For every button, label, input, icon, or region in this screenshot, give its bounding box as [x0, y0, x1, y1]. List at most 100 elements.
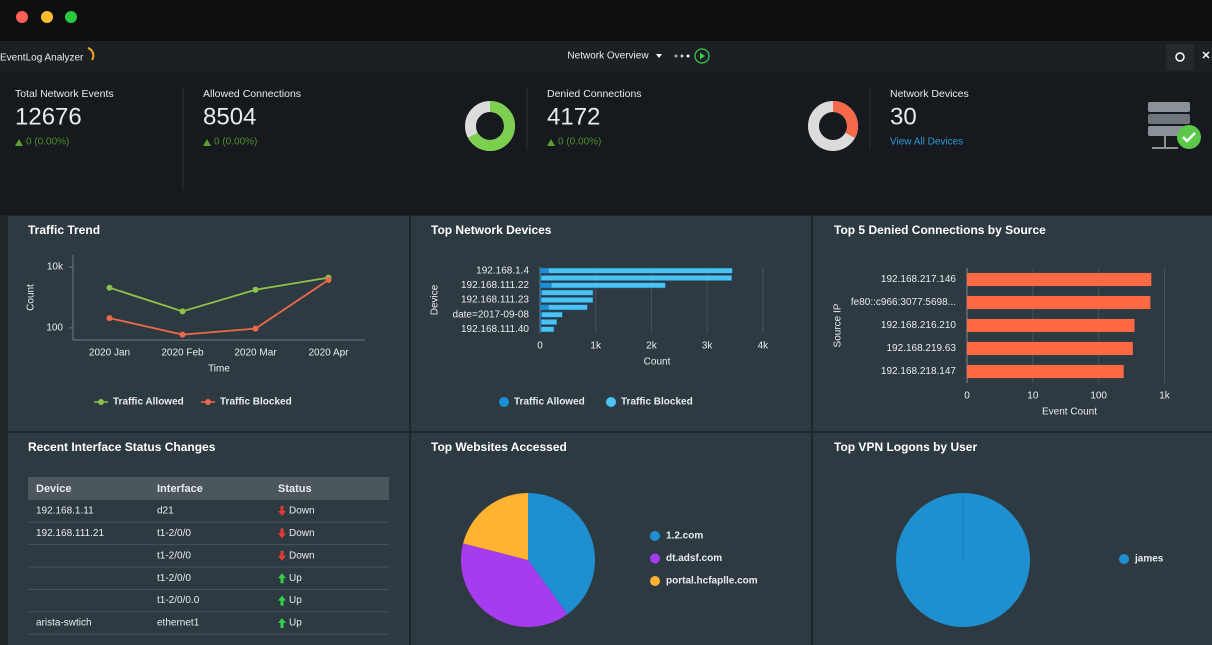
change-icon [547, 139, 555, 146]
device: 192.168.111.21 [36, 528, 104, 539]
y-tick-label: 192.168.1.4 [476, 265, 529, 276]
dot [686, 54, 690, 58]
kpi-band [0, 72, 1212, 215]
bar [540, 319, 557, 325]
column-header: Device [36, 483, 71, 495]
x-tick-label: 0 [537, 341, 543, 352]
panel [8, 216, 409, 431]
pie-slice [463, 493, 528, 560]
interface: t1-2/0/0 [157, 528, 191, 539]
logo [87, 47, 95, 61]
maximize-button[interactable] [65, 11, 77, 23]
x-tick-label: 1k [1159, 391, 1171, 402]
bar [967, 341, 1133, 356]
legend-label[interactable]: 1.2.com [666, 531, 703, 542]
legend-label[interactable]: Traffic Allowed [514, 397, 585, 408]
x-axis-label: Event Count [1042, 407, 1097, 418]
donut-arc [465, 101, 515, 151]
status-up-icon [278, 573, 286, 584]
status: Up [289, 618, 302, 629]
bar [967, 318, 1135, 333]
x-axis-label: Count [644, 357, 671, 368]
legend-label[interactable]: Traffic Allowed [113, 397, 184, 408]
x-tick-label: 2020 Mar [234, 348, 277, 359]
y-tick-label: 100 [46, 323, 63, 334]
x-tick-label: 3k [702, 341, 714, 352]
table-header [28, 477, 389, 500]
kpi-label: Total Network Events [15, 88, 114, 100]
interface: t1-2/0/0.0 [157, 595, 200, 606]
kpi-label: Denied Connections [547, 88, 642, 100]
interface: t1-2/0/0 [157, 573, 191, 584]
bar [539, 289, 542, 296]
x-tick-label: 0 [964, 391, 970, 402]
status: Up [289, 573, 302, 584]
app-name: EventLog Analyzer [0, 53, 84, 64]
legend-swatch [650, 576, 660, 586]
x-tick-label: 2020 Apr [308, 348, 349, 359]
bar [967, 295, 1151, 310]
marker [252, 325, 259, 332]
y-tick-label: date=2017-09-08 [453, 309, 530, 320]
column-header: Interface [157, 483, 203, 495]
status-down-icon [278, 528, 286, 539]
change-icon [15, 139, 23, 146]
panel-title: Top VPN Logons by User [834, 440, 977, 454]
legend-label[interactable]: portal.hcfaplle.com [666, 576, 758, 587]
legend-label[interactable]: dt.adsf.com [666, 553, 722, 564]
collapse-icon[interactable] [1202, 51, 1210, 59]
minimize-button[interactable] [41, 11, 53, 23]
nav-bar [0, 41, 1212, 72]
dot [674, 54, 678, 58]
window-bar [0, 0, 1212, 41]
line [109, 276, 329, 313]
play-button[interactable] [694, 48, 710, 64]
y-tick-label: 192.168.219.63 [886, 343, 956, 354]
dropdown-caret[interactable] [656, 54, 662, 58]
legend-label[interactable]: Traffic Blocked [621, 397, 693, 408]
legend-label[interactable]: Traffic Blocked [220, 397, 292, 408]
y-tick-label: 192.168.217.146 [881, 274, 957, 285]
marker [179, 308, 186, 315]
panel-title: Traffic Trend [28, 223, 100, 237]
marker [179, 331, 186, 338]
legend-swatch [499, 397, 509, 407]
device: 192.168.1.11 [36, 506, 94, 517]
marker [325, 276, 332, 283]
interface: d21 [157, 506, 174, 517]
y-tick-label: 192.168.111.22 [461, 280, 529, 291]
kpi-change: 0 (0.00%) [26, 137, 69, 148]
x-tick-label: 4k [758, 341, 770, 352]
theme-button[interactable] [1166, 44, 1194, 70]
close-button[interactable] [16, 11, 28, 23]
server-icon [1148, 102, 1201, 149]
panel [8, 433, 409, 645]
status-down-icon [278, 506, 286, 516]
status-up-icon [278, 618, 286, 628]
bar [541, 289, 594, 296]
legend-swatch [205, 399, 211, 405]
view-selector[interactable]: Network Overview [567, 51, 649, 62]
y-axis-label: Device [430, 284, 441, 315]
interface: t1-2/0/0 [157, 550, 191, 561]
panel [411, 216, 811, 431]
legend-swatch [606, 397, 616, 407]
bar [539, 282, 552, 289]
y-tick-label: 10k [47, 262, 64, 273]
kpi-label: Allowed Connections [203, 88, 301, 100]
x-tick-label: 2k [646, 341, 658, 352]
devices-link[interactable]: View All Devices [890, 137, 963, 148]
legend-swatch [650, 531, 660, 541]
bar [540, 275, 732, 281]
legend-label[interactable]: james [1134, 554, 1164, 565]
bar [539, 304, 549, 311]
bar [540, 297, 594, 303]
panel-title: Top Websites Accessed [431, 440, 567, 454]
kpi-value: 12676 [15, 103, 82, 130]
bar [967, 272, 1152, 287]
column-header: Status [278, 483, 312, 495]
status: Down [289, 528, 315, 539]
kpi-label: Network Devices [890, 88, 969, 100]
